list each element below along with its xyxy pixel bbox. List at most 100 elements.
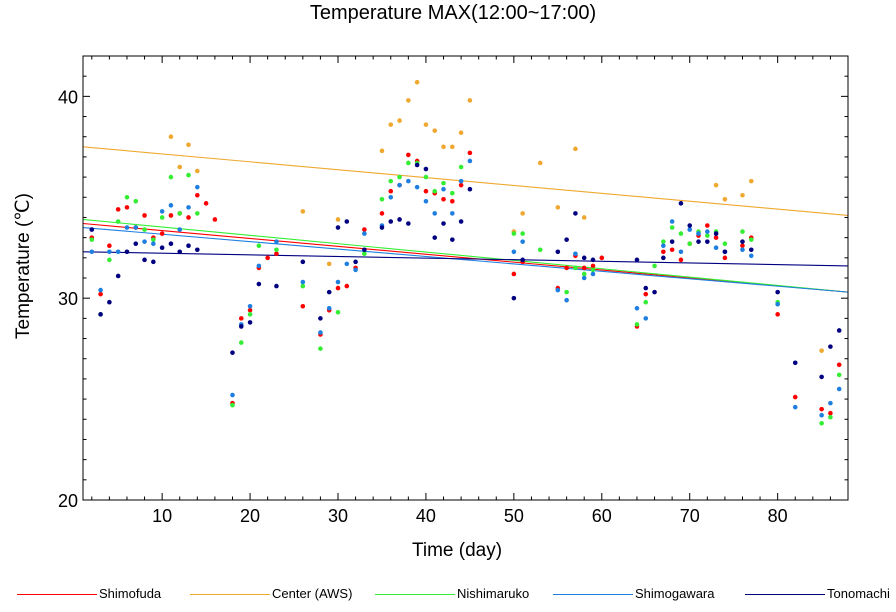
data-point [634,322,640,327]
data-point [238,316,244,321]
data-point [819,406,824,412]
data-point [792,360,798,366]
data-point [819,348,824,353]
data-point [177,249,183,255]
data-point [748,178,754,184]
data-point [379,211,385,216]
data-point [195,211,200,216]
data-point [362,227,367,232]
data-point [836,328,842,333]
data-point [775,289,780,295]
data-point [458,164,464,170]
data-point [274,247,279,253]
data-point [652,289,657,295]
data-point [335,310,341,315]
data-point [432,188,438,194]
x-tick-label: 30 [328,506,348,526]
data-point [230,402,235,408]
data-point [186,243,191,249]
data-point [397,174,402,180]
data-point [458,130,464,135]
data-point [696,231,701,236]
data-point [362,251,367,257]
x-axis-label: Time (day) [412,540,502,561]
data-point [634,305,640,311]
y-axis-label: Temperature (℃) [13,193,34,339]
data-point [819,412,824,418]
data-point [458,178,464,184]
data-point [581,265,587,271]
data-point [186,172,191,178]
data-point [335,217,341,222]
data-point [573,146,578,152]
x-tick-label: 80 [768,506,788,526]
data-point [748,247,754,253]
x-tick-label: 40 [416,506,436,526]
data-point [247,307,253,313]
data-point [274,251,279,257]
trend-line-3 [82,226,849,293]
trend-line-1 [82,146,849,216]
data-point [186,142,191,148]
legend-label: Nishimaruko [457,586,530,601]
data-point [450,144,455,150]
data-point [713,235,719,240]
data-point [678,201,684,206]
data-point [423,199,429,204]
data-point [687,223,693,228]
data-point [836,372,842,378]
data-point [828,344,833,349]
data-point [520,257,525,263]
data-point [107,249,112,255]
data-point [423,188,429,194]
data-point [511,295,517,301]
data-point [511,231,517,236]
data-point [590,271,596,277]
data-point [344,219,350,224]
data-point [335,225,341,230]
data-point [177,164,183,170]
data-point [124,249,130,255]
data-point [467,98,473,103]
data-point [300,209,306,214]
data-point [705,233,710,238]
data-point [441,221,446,226]
data-point [362,247,367,253]
data-point [186,215,191,220]
data-point [159,231,165,236]
data-point [195,247,200,253]
data-point [124,194,130,200]
data-point [740,247,745,253]
data-point [168,213,174,218]
data-point [414,162,420,168]
data-points [89,79,842,426]
data-point [836,362,842,368]
data-point [740,243,745,249]
data-point [590,263,596,269]
data-point [590,267,596,273]
data-point [713,182,719,188]
chart-title: Temperature MAX(12:00~17:00) [309,2,597,24]
data-point [748,237,754,242]
data-point [555,287,561,293]
data-point [379,225,385,230]
data-point [195,184,200,190]
data-point [713,231,719,236]
legend-label: Shimogawara [635,586,715,601]
data-point [705,229,710,234]
data-point [678,249,684,255]
data-point [362,231,367,236]
data-point [722,255,728,261]
data-point [652,263,657,269]
legend-label: Tonomachi [827,586,890,601]
data-point [397,118,402,123]
data-point [326,261,332,267]
legend-label: Shimofuda [99,586,162,601]
data-point [467,158,473,164]
data-point [836,386,842,392]
data-point [142,227,147,232]
data-point [423,122,429,127]
data-point [274,239,279,244]
data-point [397,217,402,222]
data-point [168,174,174,180]
